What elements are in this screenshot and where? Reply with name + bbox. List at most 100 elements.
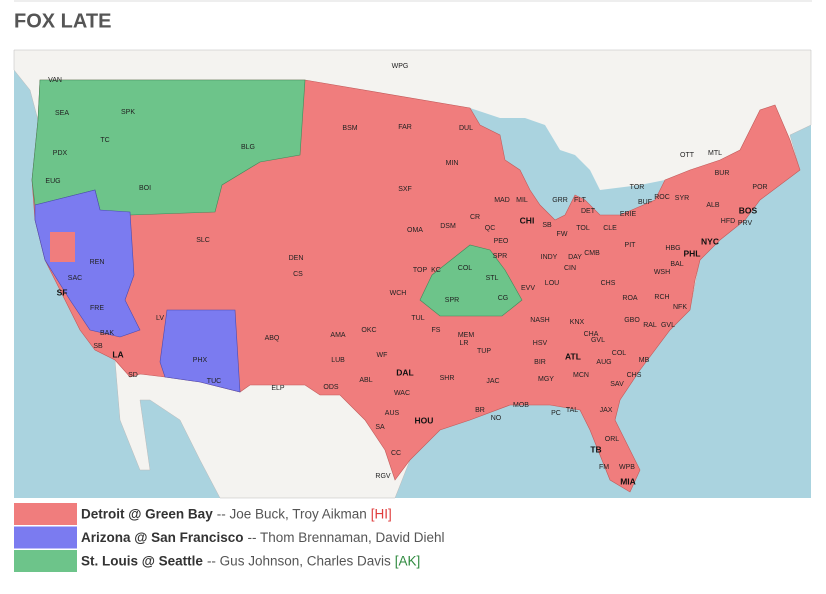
city-label: GRR (552, 197, 568, 204)
legend-entry: St. Louis @ Seattle -- Gus Johnson, Charl… (81, 553, 420, 568)
city-label: SHR (440, 375, 455, 382)
city-label: MTL (708, 150, 722, 157)
city-label: TOR (630, 184, 645, 191)
city-label: JAC (486, 378, 499, 385)
city-label: DAL (396, 367, 413, 377)
announcers: -- Gus Johnson, Charles Davis (207, 553, 391, 568)
region-tag: [HI] (371, 506, 392, 521)
region-tag: [AK] (395, 553, 421, 568)
city-label: OTT (680, 152, 695, 159)
city-label: KC (431, 267, 441, 274)
city-label: AMA (330, 332, 346, 339)
city-label: SPR (493, 253, 507, 260)
legend: Detroit @ Green Bay -- Joe Buck, Troy Aik… (14, 503, 445, 572)
city-label: WCH (390, 290, 407, 297)
city-label: VAN (48, 77, 62, 84)
city-label: BAL (670, 261, 683, 268)
region (34, 189, 141, 338)
city-label: BUF (638, 199, 652, 206)
city-label: NASH (530, 317, 549, 324)
title: FOX LATE (14, 10, 111, 32)
city-label: GVL (661, 322, 675, 329)
legend-swatch (14, 503, 77, 525)
city-label: INDY (541, 254, 558, 261)
city-label: AUG (596, 359, 611, 366)
city-label: CS (293, 271, 303, 278)
city-label: DSM (440, 223, 456, 230)
city-label: ROC (654, 194, 670, 201)
city-label: BLG (241, 144, 255, 151)
city-label: MCN (573, 372, 589, 379)
city-label: ORL (605, 436, 620, 443)
city-label: OMA (407, 227, 423, 234)
city-label: SAC (68, 275, 82, 282)
city-label: ABQ (265, 335, 280, 342)
city-label: DUL (459, 125, 473, 132)
city-label: NYC (701, 236, 719, 246)
city-label: SYR (675, 195, 689, 202)
city-label: LA (112, 349, 123, 359)
city-label: SAV (610, 381, 624, 388)
city-label: GBO (624, 317, 640, 324)
city-label: RAL (643, 322, 657, 329)
city-label: MAD (494, 197, 510, 204)
city-label: OKC (361, 327, 376, 334)
city-label: ERIE (620, 211, 637, 218)
city-label: SB (93, 343, 103, 350)
city-label: HOU (415, 415, 434, 425)
city-label: HSV (533, 340, 548, 347)
city-label: SA (375, 424, 385, 431)
city-label: PHL (684, 248, 701, 258)
city-label: SLC (196, 237, 210, 244)
city-label: BAK (100, 330, 114, 337)
city-label: MB (639, 357, 650, 364)
legend-entry: Detroit @ Green Bay -- Joe Buck, Troy Aik… (81, 506, 392, 521)
city-label: WSH (654, 269, 670, 276)
city-label: RCH (654, 294, 669, 301)
city-label: AUS (385, 410, 400, 417)
city-label: WF (377, 352, 388, 359)
city-label: PRV (738, 220, 753, 227)
city-label: WPG (392, 63, 409, 70)
city-label: ABL (359, 377, 372, 384)
city-label: FRE (90, 305, 104, 312)
city-label: SB (542, 222, 552, 229)
city-label: QC (485, 225, 496, 232)
city-label: ROA (622, 295, 638, 302)
city-label: BOI (139, 185, 151, 192)
city-label: REN (90, 259, 105, 266)
map: VAN WPG SEA SPK TC PDX BLG BSM FAR DUL OTT MTL EUG BO… (13, 49, 812, 499)
city-label: DEN (289, 255, 304, 262)
city-label: MIN (446, 160, 459, 167)
city-label: CLE (603, 225, 617, 232)
city-label: TC (100, 137, 109, 144)
city-label: ELP (271, 385, 285, 392)
city-label: FW (557, 231, 568, 238)
city-label: CHI (520, 215, 535, 225)
city-label: PHX (193, 357, 208, 364)
city-label: TOP (413, 267, 428, 274)
lakes (470, 108, 665, 220)
city-label: HBG (665, 245, 680, 252)
city-label: CHA (584, 331, 599, 338)
city-label: STL (486, 275, 499, 282)
city-label: CC (391, 450, 401, 457)
city-label: TAL (566, 407, 578, 414)
city-label: DAY (568, 254, 582, 261)
region (159, 309, 241, 393)
city-label: TB (590, 444, 601, 454)
legend-swatch (14, 550, 77, 572)
game: Detroit @ Green Bay (81, 506, 213, 521)
legend-swatch (14, 526, 77, 549)
city-label: TUP (477, 348, 491, 355)
city-label: BR (475, 407, 485, 414)
city-label: ODS (323, 384, 339, 391)
city-label: TUC (207, 378, 221, 385)
city-label: LV (156, 315, 164, 322)
city-label: PIT (625, 242, 637, 249)
city-label: FS (432, 327, 441, 334)
city-label: JAX (600, 407, 613, 414)
city-label: CR (470, 214, 480, 221)
city-label: BOS (739, 205, 758, 215)
city-label: COL (612, 350, 627, 357)
